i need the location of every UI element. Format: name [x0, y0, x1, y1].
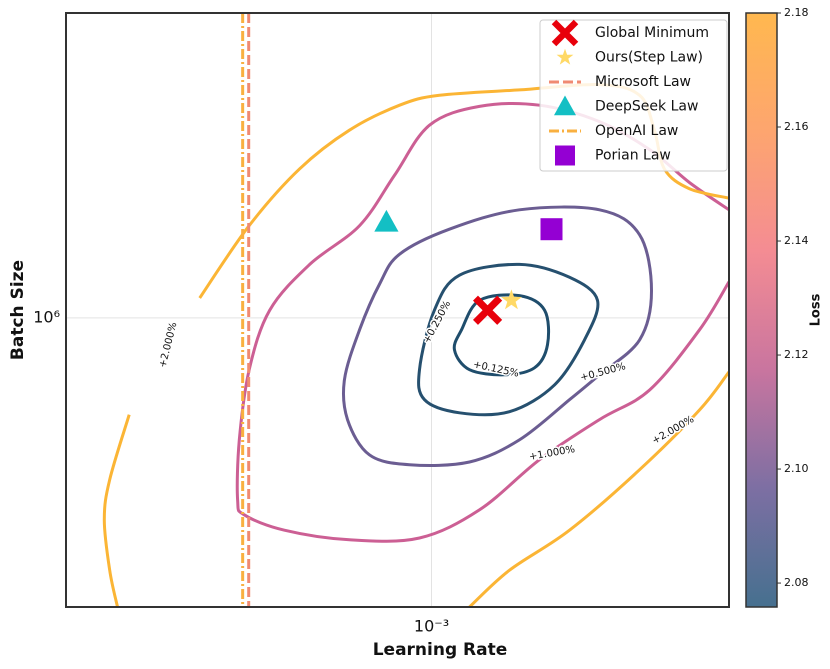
y-tick-label: 10⁶: [33, 307, 60, 326]
contour-line: [417, 262, 600, 417]
legend: Global Minimum Ours(Step Law) Microsoft La…: [539, 19, 728, 172]
plot-frame: [65, 12, 730, 608]
y-axis-label: Batch Size: [8, 260, 28, 360]
legend-swatch: [551, 19, 579, 47]
marker-triangle: [374, 209, 399, 232]
contour-label: +2.000%: [650, 414, 696, 447]
legend-label: Porian Law: [595, 148, 671, 164]
contour-line: [452, 293, 551, 377]
contour-label: +0.500%: [579, 361, 627, 384]
contour-line: [102, 414, 131, 607]
legend-symbol: [551, 19, 579, 47]
legend-symbol: [555, 145, 575, 166]
legend-symbol: [555, 145, 575, 166]
contour-line: [341, 205, 653, 467]
colorbar-tick-label: 2.18: [784, 6, 809, 19]
x-tick-label: 10⁻³: [414, 617, 449, 636]
legend-swatch: [556, 48, 574, 65]
marker-star: [501, 289, 522, 310]
legend-swatch: [554, 95, 576, 116]
colorbar-tick-label: 2.14: [784, 234, 809, 247]
contour-label: +2.000%: [158, 321, 180, 369]
marker-x: [472, 295, 503, 325]
colorbar: [745, 12, 778, 608]
legend-symbol: [556, 48, 574, 65]
contour-line: [468, 370, 729, 607]
contour-label: +1.000%: [528, 444, 576, 463]
colorbar-tick-label: 2.10: [784, 462, 809, 475]
legend-label: Global Minimum: [595, 25, 709, 41]
legend-label: DeepSeek Law: [595, 99, 698, 115]
marker-square: [540, 218, 563, 241]
plot-area: +0.125%+0.250%+0.500%+1.000%+2.000%+2.00…: [102, 13, 729, 607]
colorbar-tick-label: 2.08: [784, 576, 809, 589]
legend-symbol: [554, 95, 576, 116]
legend-symbol: [556, 48, 574, 65]
x-axis-label: Learning Rate: [373, 640, 508, 660]
legend-label: Ours(Step Law): [595, 50, 703, 66]
legend-symbol: [554, 95, 576, 116]
legend-swatch: [555, 145, 575, 166]
legend-label: Microsoft Law: [595, 74, 691, 90]
legend-box: [539, 19, 728, 172]
legend-symbol: [551, 19, 579, 47]
colorbar-label: Loss: [809, 293, 824, 326]
colorbar-tick-label: 2.12: [784, 348, 809, 361]
legend-label: OpenAI Law: [595, 123, 678, 139]
colorbar-tick-label: 2.16: [784, 120, 809, 133]
contour-label: +0.125%: [472, 359, 520, 379]
